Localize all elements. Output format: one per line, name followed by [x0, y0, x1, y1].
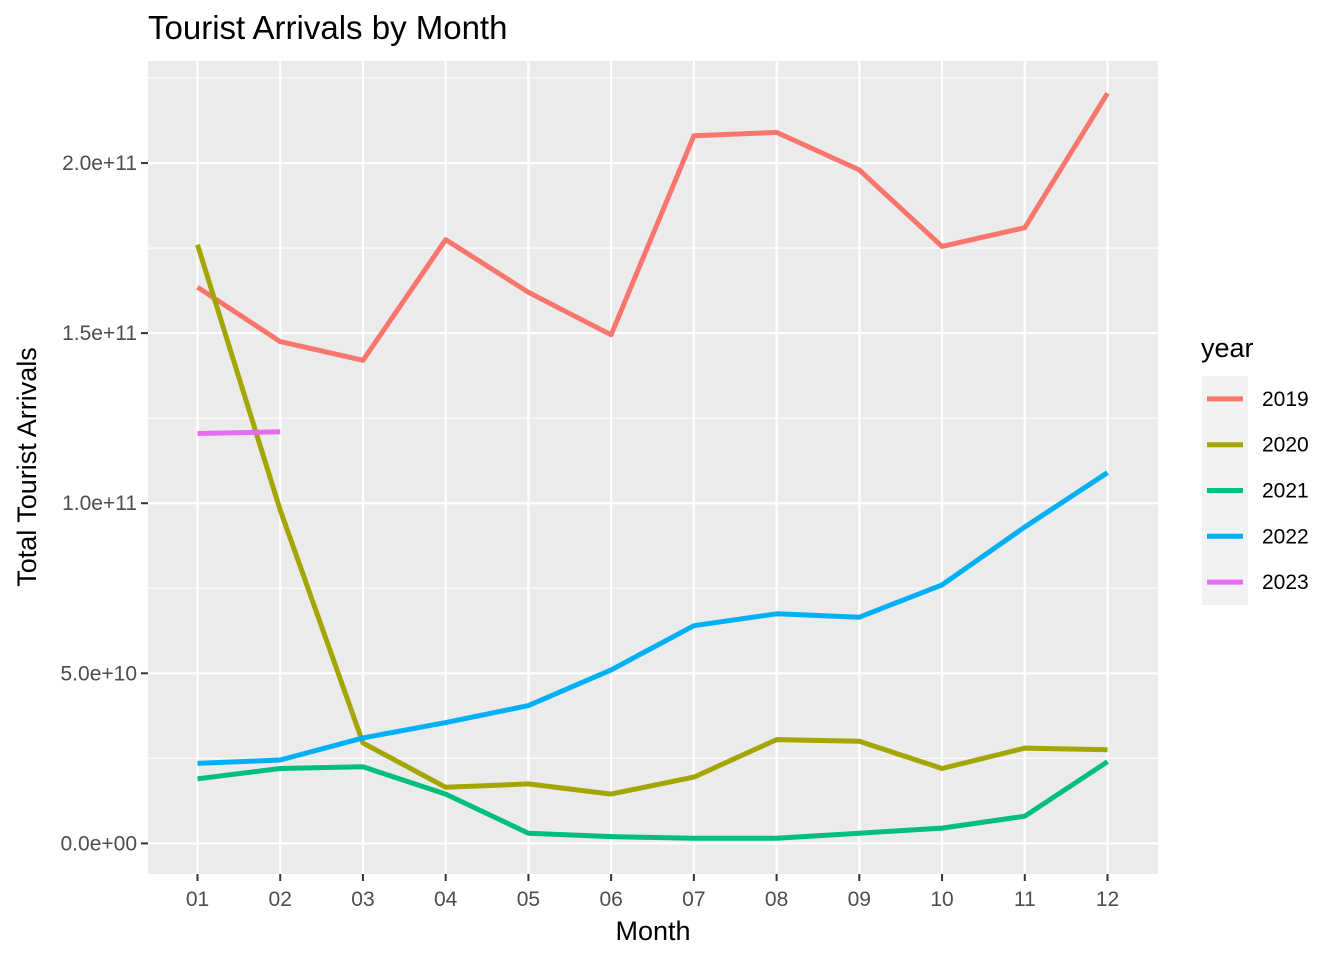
x-tick-label: 01	[186, 888, 209, 911]
x-tick-label: 06	[599, 888, 622, 911]
x-axis: 01 02 03 04 05 06 07 08 09 10 11 12	[186, 874, 1119, 911]
x-tick-label: 03	[351, 888, 374, 911]
y-tick-label: 0.0e+00	[61, 832, 138, 855]
y-axis-title: Total Tourist Arrivals	[12, 347, 42, 587]
plot-panel	[148, 61, 1158, 874]
x-tick-label: 05	[517, 888, 540, 911]
x-tick-label: 02	[269, 888, 292, 911]
legend-label-2022: 2022	[1262, 525, 1309, 548]
legend-label-2023: 2023	[1262, 571, 1309, 594]
y-tick-label: 1.5e+11	[62, 322, 137, 345]
legend: year 2019 2020 2021 2022 2023	[1201, 333, 1309, 605]
x-tick-label: 07	[682, 888, 705, 911]
legend-label-2019: 2019	[1262, 388, 1309, 411]
y-tick-label: 2.0e+11	[62, 152, 137, 175]
series-line-2019	[196, 91, 1110, 363]
legend-title: year	[1201, 333, 1254, 363]
series-line-2023	[197, 429, 281, 436]
y-tick-label: 1.0e+11	[62, 492, 137, 515]
major-gridlines	[148, 61, 1158, 874]
chart-title: Tourist Arrivals by Month	[148, 9, 507, 46]
x-tick-label: 09	[848, 888, 871, 911]
x-tick-label: 12	[1096, 888, 1119, 911]
legend-label-2020: 2020	[1262, 434, 1309, 457]
x-axis-title: Month	[615, 916, 690, 946]
series-line-2020	[195, 243, 1108, 797]
x-tick-label: 08	[765, 888, 788, 911]
x-tick-label: 11	[1014, 888, 1036, 911]
x-tick-label: 10	[930, 888, 953, 911]
y-tick-label: 5.0e+10	[61, 662, 138, 685]
x-tick-label: 04	[434, 888, 458, 911]
series-lines	[195, 91, 1110, 841]
y-axis: 0.0e+00 5.0e+10 1.0e+11 1.5e+11 2.0e+11	[61, 152, 148, 855]
series-line-2021	[197, 759, 1109, 841]
legend-label-2021: 2021	[1262, 480, 1309, 503]
series-line-2022	[197, 470, 1109, 766]
